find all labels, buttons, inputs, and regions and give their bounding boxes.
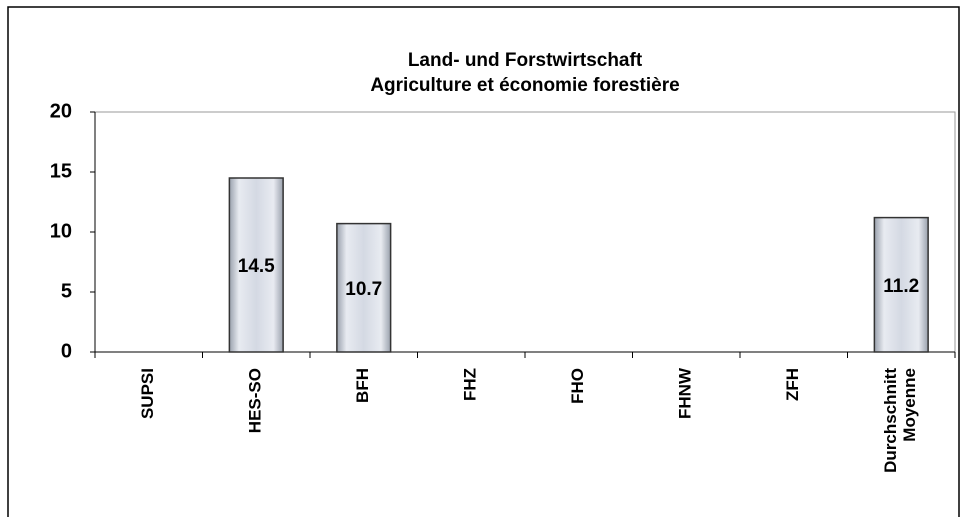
chart-title: Agriculture et économie forestière [370,75,679,96]
data-label: 10.7 [345,279,382,300]
y-tick-label: 20 [50,100,72,122]
x-tick-label: ZFH [783,368,802,401]
chart-title: Land- und Forstwirtschaft [408,50,643,71]
x-tick-label: BFH [353,368,372,403]
y-tick-label: 10 [50,220,72,242]
x-tick-label: DurchschnittMoyenne [881,368,919,473]
x-tick-label: FHNW [676,367,695,419]
bar [336,222,392,353]
y-tick-label: 0 [61,340,72,362]
x-tick-label: FHZ [461,368,480,401]
y-tick-label: 5 [61,280,72,302]
frame [7,6,960,517]
bar [873,216,929,353]
bar [228,177,284,353]
x-tick-label: SUPSI [138,368,157,419]
x-tick-label: FHO [568,368,587,404]
data-label: 11.2 [883,276,919,297]
y-tick-label: 15 [50,160,72,182]
x-tick-label: HES-SO [246,368,265,433]
data-label: 14.5 [238,256,275,277]
